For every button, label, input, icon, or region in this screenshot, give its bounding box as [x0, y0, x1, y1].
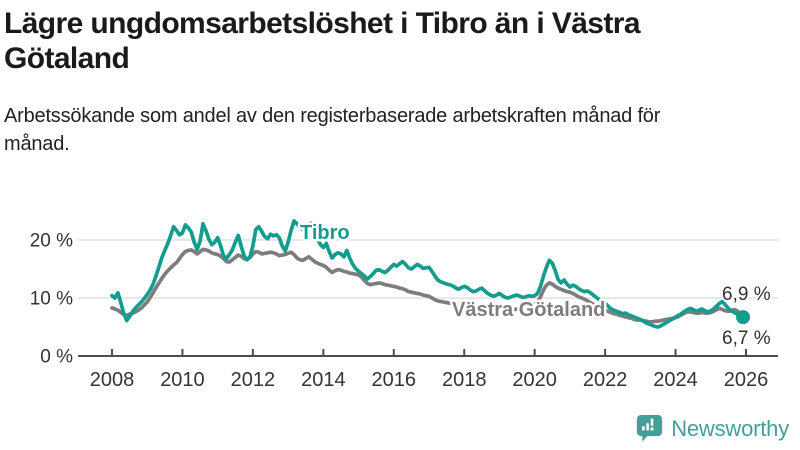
x-tick-label-2008: 2008 [90, 369, 135, 391]
series-line-tibro [110, 219, 745, 329]
x-tick-label-2022: 2022 [583, 369, 628, 391]
newsworthy-brand-name: Newsworthy [671, 415, 789, 441]
chart-subtitle: Arbetssökande som andel av den registerb… [4, 105, 661, 155]
x-tick-label-2012: 2012 [231, 369, 276, 391]
y-tick-label-20: 20 % [30, 231, 73, 252]
x-tick-label-2026: 2026 [724, 369, 769, 391]
axis-layer: 0 % 10 % 20 % 2008 2010 2012 2014 2016 2018 2020 2… [30, 231, 778, 391]
x-tick-label-2014: 2014 [301, 369, 346, 391]
x-tick-label-2018: 2018 [442, 369, 487, 391]
x-tick-label-2016: 2016 [372, 369, 417, 391]
y-tick-label-0: 0 % [40, 347, 73, 368]
y-tick-label-10: 10 % [30, 289, 73, 310]
series-line-vastra-gotaland [110, 247, 745, 324]
series-layer [110, 219, 751, 329]
newsworthy-branding[interactable]: Newsworthy [636, 414, 789, 443]
series-label-tibro: Tibro [300, 222, 350, 244]
x-tick-label-2024: 2024 [653, 369, 698, 391]
end-value-label-vastra-gotaland: 6,9 % [722, 284, 771, 305]
series-label-vastra-gotaland: Västra Götaland [452, 299, 605, 321]
end-value-label-tibro: 6,7 % [722, 328, 771, 349]
newsworthy-logo-icon [636, 414, 663, 443]
series-end-dot-tibro [736, 310, 751, 325]
chart-title: Lägre ungdomsarbetslöshet i Tibro än i V… [4, 7, 641, 75]
x-tick-label-2020: 2020 [512, 369, 557, 391]
x-tick-label-2010: 2010 [160, 369, 205, 391]
chart-header: Lägre ungdomsarbetslöshet i Tibro än i V… [4, 0, 704, 158]
